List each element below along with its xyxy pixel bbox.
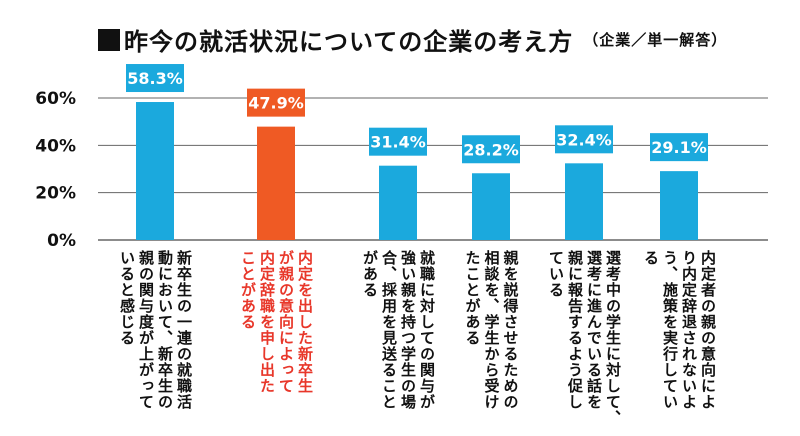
value-label-box [369,127,427,156]
y-tick-label: 20% [35,184,76,204]
y-tick-label: 40% [35,136,76,156]
value-label-box [650,133,708,162]
bar [257,126,295,240]
value-label: 32.4% [556,130,612,149]
value-label-box [462,135,520,164]
title-square-icon [98,28,120,51]
bar [565,163,603,240]
value-label: 28.2% [463,140,519,159]
value-label-box [247,88,305,117]
category-label: 内定を出した新卒生 が親の意向によって 内定辞職を申し出た ことがある [239,250,314,394]
bar [136,102,174,240]
category-label: 就職に対しての関与が 強い親を持つ学生の場 合、採用を見送ること がある [361,250,436,410]
bar [379,165,417,240]
bar [660,171,698,240]
value-label: 29.1% [651,138,707,157]
category-label: 新卒生の一連の就職活 動において、新卒生の 親の関与度が上がって いると感じる [118,250,193,410]
value-label: 31.4% [370,133,426,152]
category-label: 選考中の学生に対して、 選考に進んでいる話を 親に報告するよう促し ている [547,250,622,426]
chart-title: 昨今の就活状況についての企業の考え方 （企業／単一解答） [98,22,727,57]
chart-subtitle: （企業／単一解答） [583,31,728,49]
category-label: 親を説得させるための 相談を、学生から受け たことがある [463,250,520,410]
value-label: 58.3% [127,69,183,88]
value-label-box [126,64,184,93]
bar [472,173,510,240]
title-text: 昨今の就活状況についての企業の考え方 [124,28,574,56]
category-label: 内定者の親の意向によ り内定辞退されないよ う、施策を実行してい る [642,250,717,410]
value-label: 47.9% [248,94,304,113]
y-tick-label: 0% [47,231,76,251]
value-label-box [555,125,613,154]
y-tick-label: 60% [35,89,76,109]
